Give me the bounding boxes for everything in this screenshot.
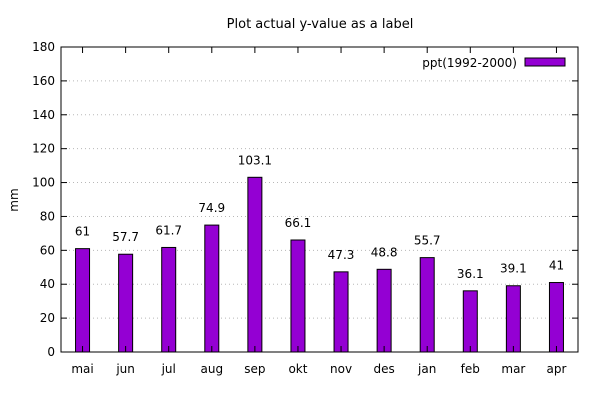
data-label-mai: 61 — [75, 225, 90, 239]
data-label-des: 48.8 — [371, 245, 398, 259]
bar-jun — [118, 253, 134, 353]
bar-sep — [247, 176, 263, 353]
bar-aug — [204, 224, 220, 353]
legend: ppt(1992-2000) — [422, 56, 566, 70]
y-tick-label: 140 — [32, 108, 55, 122]
y-tick-label: 40 — [40, 277, 55, 291]
x-tick-label-apr: apr — [547, 362, 567, 376]
bar-feb — [462, 290, 478, 353]
y-tick-label: 0 — [47, 345, 55, 359]
bar-nov — [333, 271, 349, 353]
y-tick-label: 120 — [32, 142, 55, 156]
x-tick-label-mai: mai — [71, 362, 93, 376]
x-tick-label-des: des — [373, 362, 394, 376]
data-label-jul: 61.7 — [155, 223, 182, 237]
bar-mar — [505, 285, 521, 353]
x-tick-label-jun: jun — [115, 362, 135, 376]
bar-des — [376, 268, 392, 353]
data-label-okt: 66.1 — [285, 216, 312, 230]
y-tick-label: 20 — [40, 311, 55, 325]
y-tick-label: 100 — [32, 176, 55, 190]
y-axis-ticks: 0 20 40 60 80 100 120 140 160 180 — [32, 40, 578, 359]
data-label-apr: 41 — [549, 259, 564, 273]
data-label-feb: 36.1 — [457, 267, 484, 281]
legend-swatch — [524, 57, 566, 67]
data-label-aug: 74.9 — [198, 201, 225, 215]
data-labels: 61 57.7 61.7 74.9 103.1 66.1 47.3 48.8 55.7 36.1 3… — [75, 153, 564, 281]
data-label-jun: 57.7 — [112, 230, 139, 244]
data-label-sep: 103.1 — [238, 153, 272, 167]
data-label-jan: 55.7 — [414, 234, 441, 248]
x-tick-label-aug: aug — [201, 362, 224, 376]
x-tick-label-sep: sep — [244, 362, 265, 376]
y-tick-label: 80 — [40, 209, 55, 223]
x-tick-label-mar: mar — [501, 362, 525, 376]
legend-label: ppt(1992-2000) — [422, 56, 517, 70]
bar-apr — [548, 282, 564, 353]
bars — [75, 176, 564, 353]
chart-title: Plot actual y-value as a label — [227, 17, 414, 32]
x-axis-ticks: mai jun jul aug sep okt nov des jan feb mar apr — [71, 47, 566, 376]
data-label-mar: 39.1 — [500, 262, 527, 276]
plot-frame — [60, 46, 579, 353]
x-tick-label-nov: nov — [330, 362, 352, 376]
x-tick-label-okt: okt — [288, 362, 307, 376]
bar-jan — [419, 257, 435, 353]
x-tick-label-feb: feb — [461, 362, 480, 376]
y-tick-label: 160 — [32, 74, 55, 88]
bar-jul — [161, 246, 177, 353]
y-tick-label: 60 — [40, 243, 55, 257]
bar-mai — [75, 248, 91, 353]
data-label-nov: 47.3 — [328, 248, 355, 262]
bar-okt — [290, 239, 306, 353]
y-tick-label: 180 — [32, 40, 55, 54]
y-axis-label: mm — [7, 188, 21, 211]
grid-lines — [61, 80, 578, 319]
x-tick-label-jul: jul — [161, 362, 176, 376]
x-tick-label-jan: jan — [417, 362, 436, 376]
